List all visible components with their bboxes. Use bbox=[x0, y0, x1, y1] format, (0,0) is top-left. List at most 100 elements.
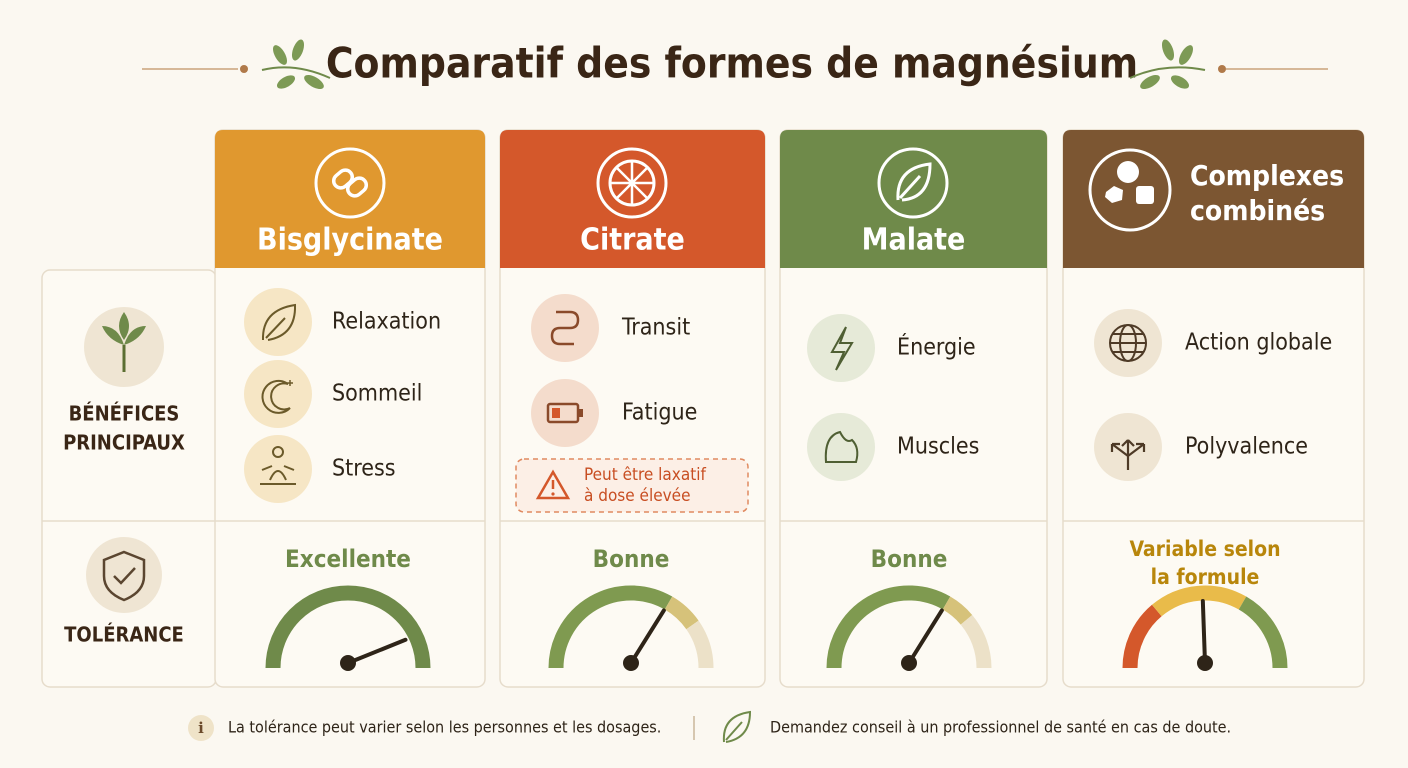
leaf bbox=[291, 39, 305, 61]
benefit-icon-bg bbox=[244, 435, 312, 503]
gauge-hub bbox=[340, 655, 356, 671]
gauge-arc bbox=[826, 585, 951, 669]
column-name: Complexes bbox=[1190, 159, 1344, 192]
gauge-needle bbox=[629, 608, 666, 665]
benefit-label: Polyvalence bbox=[1185, 434, 1308, 460]
benefit-icon bbox=[550, 310, 580, 346]
benefit-label: Relaxation bbox=[332, 309, 441, 335]
gauge-needle bbox=[346, 637, 408, 665]
benefit-label: Stress bbox=[332, 456, 396, 482]
header-icon-part bbox=[1117, 161, 1139, 183]
plant-icon bbox=[102, 312, 146, 372]
shield-icon-part bbox=[102, 550, 146, 602]
header-icon-part bbox=[896, 162, 932, 202]
benefit-icon-part bbox=[550, 310, 580, 346]
warning-text: Peut être laxatif bbox=[584, 465, 706, 485]
benefit-icon-bg bbox=[244, 288, 312, 356]
shield-icon-part bbox=[113, 567, 136, 585]
benefit-icon-part bbox=[546, 402, 580, 424]
benefit-icon-part bbox=[260, 465, 296, 485]
leaf bbox=[1140, 75, 1160, 89]
header-icon-part bbox=[1088, 148, 1172, 232]
benefit-label: Muscles bbox=[897, 434, 979, 460]
benefit-label: Énergie bbox=[897, 333, 976, 361]
gauge-arc bbox=[686, 620, 714, 669]
footer-note: Demandez conseil à un professionnel de s… bbox=[770, 718, 1231, 737]
benefit-icon-part bbox=[1110, 439, 1146, 470]
column-name: Malate bbox=[862, 223, 966, 258]
leaf bbox=[304, 75, 324, 89]
warning-box bbox=[515, 458, 749, 513]
leaf bbox=[1179, 45, 1193, 65]
gauge-arc bbox=[942, 596, 973, 625]
tolerance-label: Variable selon bbox=[1129, 537, 1280, 561]
warning-icon-part bbox=[535, 469, 571, 500]
leaf bbox=[273, 45, 287, 65]
benefit-icon bbox=[1109, 324, 1147, 362]
benefit-icon bbox=[830, 326, 854, 371]
gauge-arc bbox=[1151, 585, 1247, 617]
benefit-icon-bg bbox=[807, 413, 875, 481]
shield-icon bbox=[102, 550, 146, 602]
warning-text: à dose élevée bbox=[584, 486, 690, 506]
benefit-icon-bg bbox=[244, 360, 312, 428]
benefit-icon-bg bbox=[531, 379, 599, 447]
gauge-hub bbox=[901, 655, 917, 671]
gauge-arc bbox=[664, 596, 699, 630]
benefit-icon-part bbox=[579, 409, 583, 417]
gauge-hub bbox=[1197, 655, 1213, 671]
gauge-hub bbox=[623, 655, 639, 671]
column-header bbox=[1063, 130, 1364, 268]
header-icon bbox=[596, 147, 668, 219]
warning-icon-part bbox=[551, 492, 555, 496]
row-label: BÉNÉFICES bbox=[69, 402, 180, 426]
column-name: combinés bbox=[1190, 194, 1325, 227]
leaf bbox=[276, 75, 296, 89]
header-icon-part bbox=[1136, 186, 1154, 204]
info-glyph: i bbox=[198, 719, 204, 737]
benefit-icon-part bbox=[824, 430, 859, 463]
benefit-icon-part bbox=[552, 408, 560, 418]
header-icon bbox=[877, 147, 949, 219]
leaf bbox=[1170, 75, 1190, 89]
header-icon-part bbox=[345, 176, 369, 198]
header-icon-part bbox=[877, 147, 949, 219]
benefit-icon bbox=[260, 446, 296, 485]
footer-leaf-part bbox=[722, 710, 752, 743]
benefit-icon bbox=[1110, 439, 1146, 470]
tolerance-label: Bonne bbox=[593, 545, 670, 573]
benefit-label: Transit bbox=[621, 315, 690, 341]
column-header bbox=[215, 130, 485, 268]
header-icon-part bbox=[1105, 186, 1123, 203]
dot bbox=[240, 65, 248, 73]
plant-icon-part bbox=[102, 312, 146, 345]
header-icon bbox=[314, 147, 386, 219]
header-icon-part bbox=[314, 147, 386, 219]
benefit-icon-part bbox=[272, 446, 284, 458]
benefit-label: Fatigue bbox=[622, 400, 697, 426]
gauge-needle bbox=[1200, 599, 1207, 665]
benefit-icon bbox=[546, 402, 583, 424]
column-name: Citrate bbox=[580, 223, 685, 258]
footer-leaf bbox=[722, 710, 752, 743]
tolerance-label: Excellente bbox=[285, 545, 411, 573]
benefit-label: Sommeil bbox=[332, 381, 422, 407]
leaves bbox=[273, 39, 1193, 89]
gauge-arc bbox=[960, 614, 992, 669]
footer-note: La tolérance peut varier selon les perso… bbox=[228, 718, 661, 737]
header-icon bbox=[1088, 148, 1172, 232]
tolerance-label: la formule bbox=[1151, 565, 1260, 589]
leaf bbox=[1161, 39, 1175, 61]
benefit-icon bbox=[261, 379, 293, 414]
info-icon bbox=[188, 715, 214, 741]
benefit-icon bbox=[824, 430, 859, 463]
gauge-arc bbox=[548, 585, 673, 669]
header-icon-part bbox=[610, 161, 654, 205]
benefit-icon-part bbox=[1110, 333, 1146, 353]
title-deco bbox=[142, 39, 1328, 89]
benefit-icon-part bbox=[287, 380, 293, 386]
row-label: PRINCIPAUX bbox=[63, 431, 185, 455]
gauge-arc bbox=[1122, 604, 1162, 669]
